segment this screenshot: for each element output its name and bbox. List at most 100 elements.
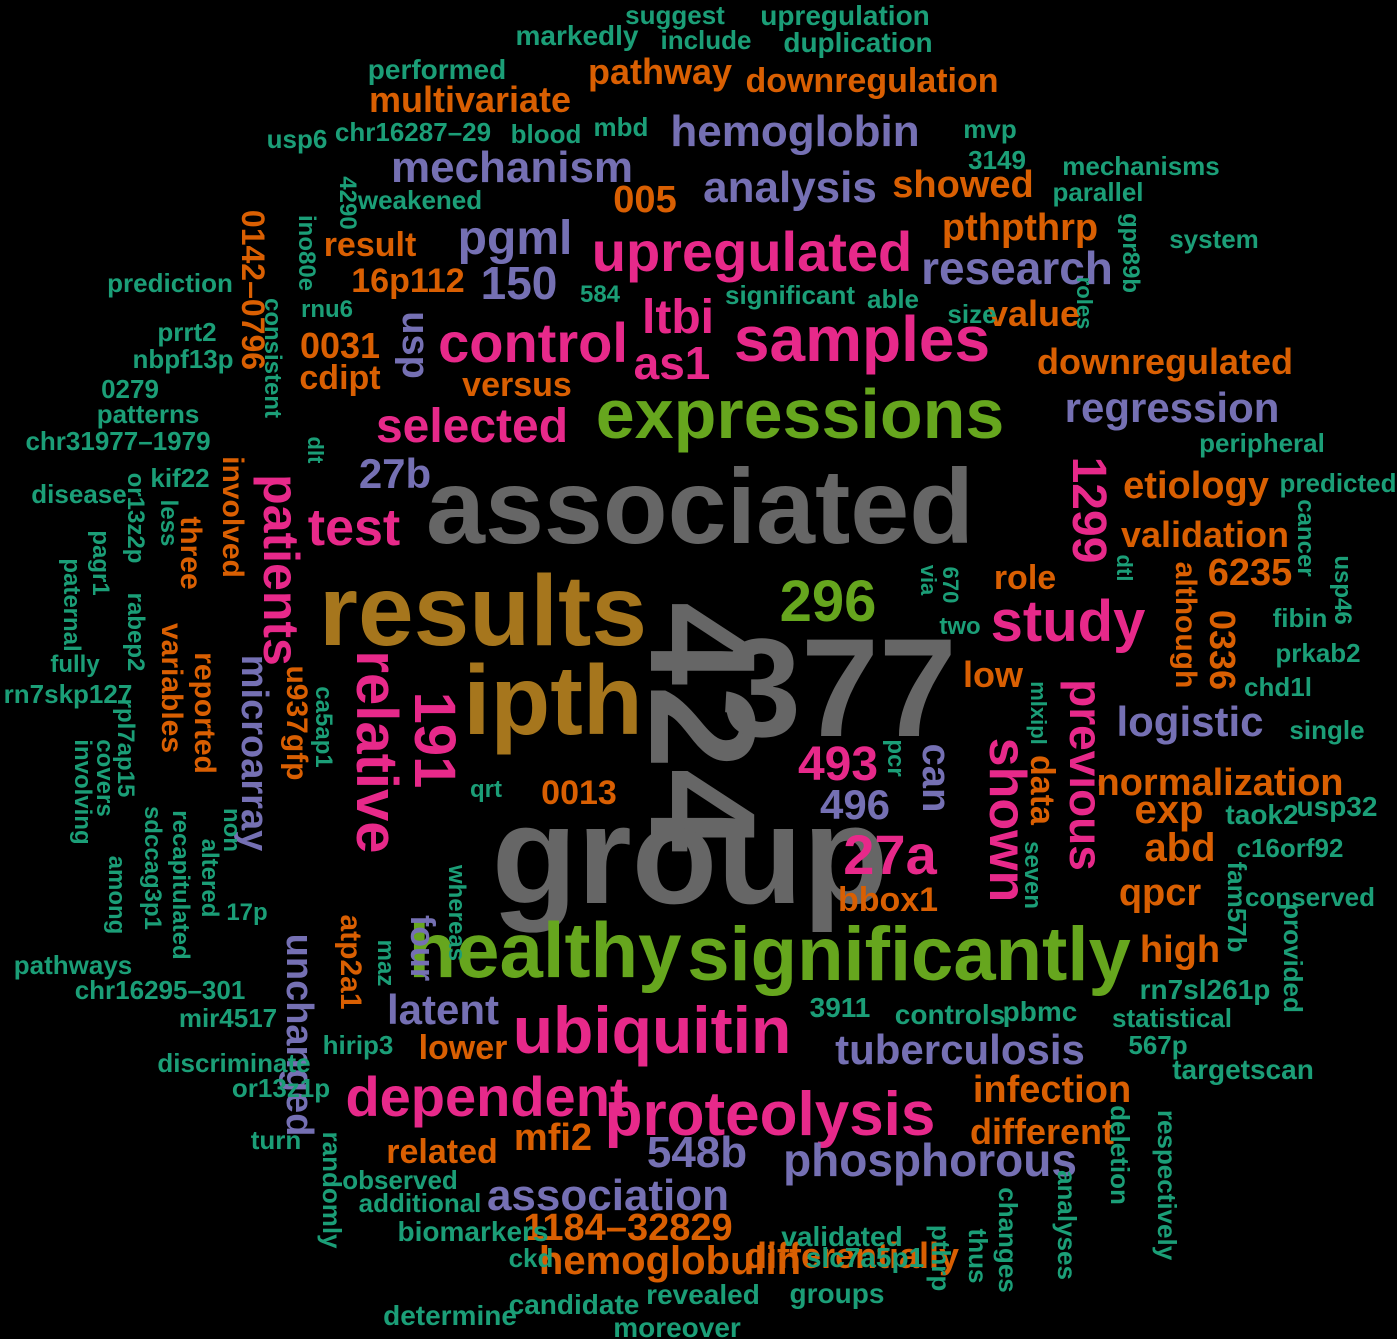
word: 296: [779, 569, 877, 634]
word: deletion: [1105, 1105, 1135, 1205]
word: logistic: [1116, 698, 1264, 745]
word: usp32: [1296, 791, 1378, 822]
word: qpcr: [1118, 872, 1202, 914]
word: associated: [426, 448, 974, 566]
word: selected: [375, 400, 569, 453]
word: 670: [938, 566, 963, 604]
word: or13z1p: [231, 1073, 331, 1103]
word: 0336: [1202, 609, 1243, 691]
word: maz: [372, 939, 399, 987]
word: revealed: [646, 1279, 760, 1310]
word: mlxipl: [1026, 681, 1051, 745]
word: weakened: [357, 185, 483, 215]
word: statistical: [1112, 1003, 1232, 1033]
word: rnu6: [300, 296, 354, 323]
word: relative: [344, 650, 409, 854]
word: ino80e: [293, 214, 320, 292]
word: paternal: [58, 558, 85, 652]
word: usp46: [1329, 555, 1356, 625]
word: performed: [367, 54, 507, 85]
word: respectively: [1152, 1109, 1182, 1261]
word: regression: [1064, 384, 1280, 431]
word: versus: [462, 366, 572, 404]
word: four: [403, 914, 441, 982]
word: predicted: [1279, 468, 1397, 498]
word: ltbi: [642, 291, 714, 344]
word: u937gfp: [280, 665, 313, 781]
word: prediction: [107, 268, 233, 298]
word: mir4517: [178, 1003, 278, 1033]
word: related: [386, 1133, 498, 1171]
word: result: [323, 226, 417, 264]
word: downregulated: [1036, 341, 1294, 382]
word: atp2a1: [334, 914, 367, 1010]
word: parallel: [1052, 177, 1144, 207]
word: test: [307, 499, 401, 557]
word: blood: [510, 119, 582, 149]
word: high: [1139, 929, 1221, 971]
word: showed: [892, 164, 1034, 206]
word: dtl: [1112, 554, 1137, 582]
word: 1184–32829: [523, 1207, 733, 1249]
word: analyses: [1052, 1170, 1082, 1280]
word: study: [990, 589, 1146, 654]
word: two: [939, 613, 981, 640]
word: sdccag3p1: [139, 805, 166, 931]
word: significantly: [687, 912, 1131, 997]
word: 4290: [334, 176, 361, 230]
word: cdipt: [299, 359, 381, 397]
word: 3149: [968, 145, 1026, 175]
word: variables: [155, 622, 188, 754]
word: among: [103, 855, 130, 935]
word: hemoglobulin: [538, 1239, 802, 1283]
word: chr31977–1979: [25, 426, 211, 456]
word: pathways: [13, 950, 133, 980]
word: results: [319, 555, 647, 667]
word: unchanged: [278, 933, 320, 1137]
word: upregulated: [591, 220, 913, 283]
word: seven: [1019, 840, 1046, 910]
word: slc7a5p1: [805, 1242, 925, 1273]
word: 548b: [646, 1128, 748, 1177]
word: ckd: [508, 1243, 554, 1273]
word: able: [866, 284, 920, 314]
word: control: [438, 311, 628, 374]
word: 567p: [1128, 1030, 1188, 1060]
word: validated: [781, 1221, 903, 1252]
word: hirip3: [322, 1030, 394, 1060]
word: single: [1289, 715, 1365, 745]
word: additional: [358, 1188, 482, 1218]
word: downregulation: [745, 62, 999, 100]
word: rn7sl261p: [1139, 974, 1271, 1005]
word: multivariate: [368, 79, 572, 120]
word: groups: [789, 1278, 885, 1309]
word: system: [1169, 224, 1259, 254]
word: phosphorous: [783, 1134, 1077, 1186]
word: research: [921, 242, 1113, 294]
word: 0279: [101, 374, 159, 404]
word: exp: [1134, 788, 1204, 832]
word: can: [914, 743, 958, 813]
word: 17p: [226, 899, 268, 926]
word: value: [987, 293, 1081, 334]
word: determine: [383, 1300, 517, 1331]
word: lower: [418, 1029, 508, 1067]
word: turn: [250, 1125, 302, 1155]
word: differentially: [744, 1235, 960, 1276]
word: 27b: [358, 450, 432, 497]
word: significant: [724, 280, 856, 310]
word: mechanism: [390, 143, 634, 192]
word: candidate: [508, 1289, 640, 1320]
word: prkab2: [1275, 638, 1361, 668]
word: ca5ap1: [310, 686, 337, 768]
word: 16p112: [351, 262, 465, 300]
word: usp: [394, 311, 436, 379]
word: etiology: [1123, 465, 1269, 507]
word: mbd: [593, 112, 649, 142]
word: ubiquitin: [512, 993, 792, 1067]
word: abd: [1144, 826, 1216, 870]
word: tuberculosis: [835, 1026, 1085, 1073]
word: upregulation: [760, 0, 930, 31]
word: pgml: [457, 212, 573, 265]
